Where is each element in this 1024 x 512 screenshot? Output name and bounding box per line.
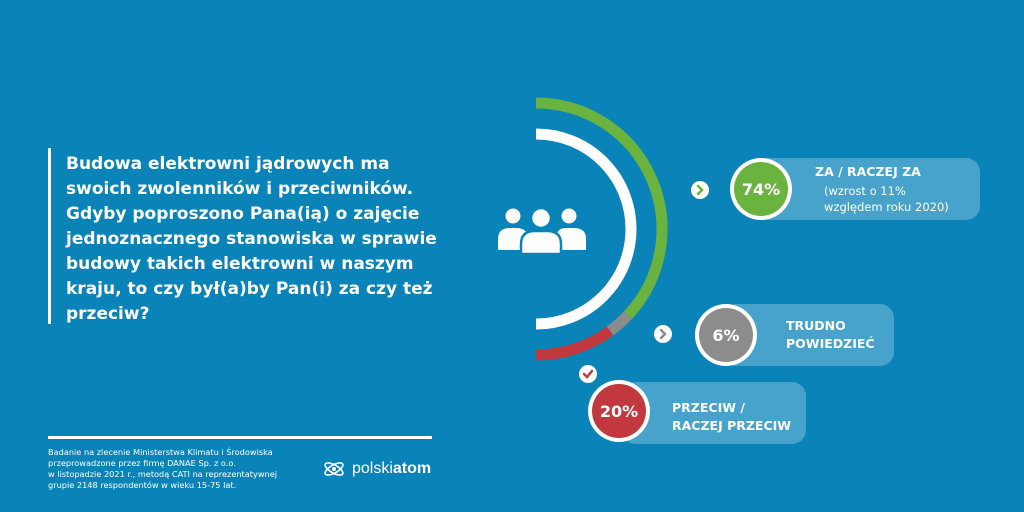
question-accent-bar [48, 148, 51, 324]
person-center-head [529, 206, 553, 230]
value-label-0: 74% [742, 180, 780, 199]
value-circle-0 [734, 162, 788, 216]
people-group-icon [498, 206, 586, 256]
inner-arc [535, 128, 637, 330]
chevron-right-icon [659, 328, 667, 340]
person-center-body [519, 229, 563, 256]
result-label-1-line-0: TRUDNO [786, 318, 846, 333]
result-note-0-line-0: (wzrost o 11% [824, 184, 906, 198]
arc-slice-0 [535, 97, 668, 320]
person-left-head [505, 208, 521, 224]
value-label-2: 20% [600, 402, 638, 421]
marker-bg-1 [654, 325, 672, 343]
result-label-0-line-0: ZA / RACZEJ ZA [815, 164, 921, 179]
person-right-body [556, 228, 586, 250]
logo-text-light: polski [352, 460, 393, 477]
arc-slice-1 [606, 311, 632, 336]
result-note-0-line-1: względem roku 2020) [824, 200, 949, 214]
result-pill-1 [722, 304, 894, 366]
value-circle-2 [592, 384, 646, 438]
logo-text-bold: atom [392, 460, 432, 477]
value-circle-1 [699, 308, 753, 362]
marker-bg-0 [691, 181, 709, 199]
survey-footnote: Badanie na zlecenie Ministerstwa Klimatu… [48, 447, 278, 490]
survey-question: Budowa elektrowni jądrowych ma swoich zw… [66, 154, 437, 324]
check-icon [582, 369, 594, 379]
result-label-2-line-0: PRZECIW / [672, 400, 745, 415]
person-right-head [561, 208, 577, 224]
atom-icon [324, 462, 344, 476]
value-label-1: 6% [712, 326, 739, 345]
polskiatom-logo: polskiatom [322, 457, 431, 481]
result-label-2-line-1: RACZEJ PRZECIW [672, 418, 791, 433]
arc-slice-2 [535, 326, 614, 361]
result-label-1-line-1: POWIEDZIEĆ [786, 336, 875, 351]
result-pill-0 [752, 158, 980, 220]
chevron-right-icon [696, 184, 704, 196]
footer-divider [48, 436, 432, 439]
result-pill-2 [622, 382, 806, 444]
